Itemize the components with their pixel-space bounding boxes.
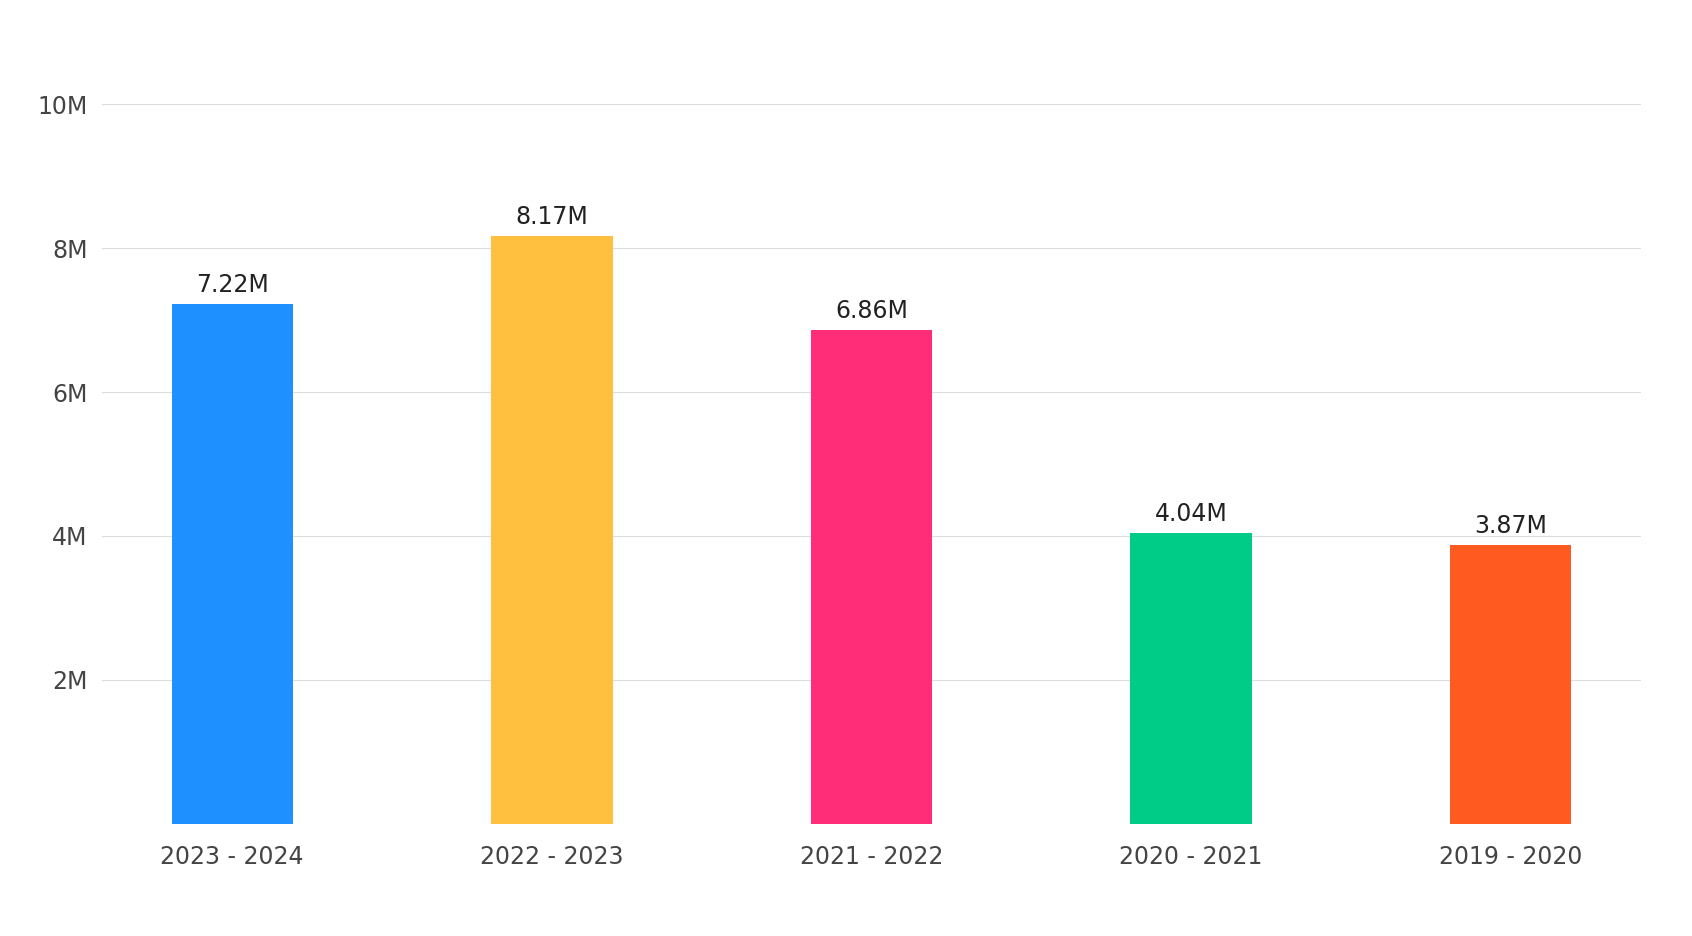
Text: 8.17M: 8.17M bbox=[516, 205, 589, 228]
Text: 7.22M: 7.22M bbox=[196, 273, 269, 297]
Text: 4.04M: 4.04M bbox=[1154, 502, 1227, 526]
Text: 6.86M: 6.86M bbox=[834, 299, 909, 323]
Bar bbox=[810, 330, 932, 824]
Bar bbox=[1130, 534, 1252, 824]
Bar bbox=[171, 304, 293, 824]
Bar bbox=[1450, 546, 1572, 824]
Text: 3.87M: 3.87M bbox=[1474, 514, 1546, 538]
Bar bbox=[491, 236, 613, 824]
